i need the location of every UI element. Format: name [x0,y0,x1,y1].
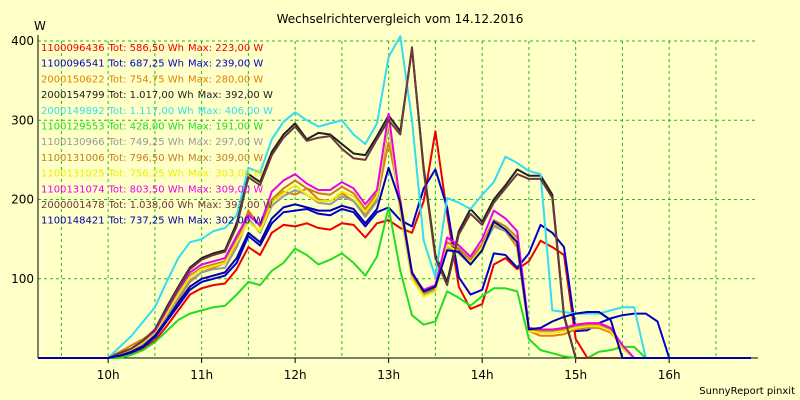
x-tick-label: 12h [284,368,307,382]
legend-total: Tot: 586,50 Wh [108,43,184,54]
legend-total: Tot: 737,25 Wh [108,216,184,227]
legend-max: Max: 191,00 W [188,122,263,133]
x-tick-labels: 10h 11h 12h 13h 14h 15h 16h [97,368,681,382]
y-tick-label: 100 [11,272,34,286]
legend-series-name: 1100131025 [41,169,105,180]
legend-total: Tot: 749,25 Wh [108,137,184,148]
legend-max: Max: 303,00 W [188,169,263,180]
legend-series-name: 1100096436 [41,43,105,54]
legend-entry: 1100131006 Tot: 796,50 Wh Max: 309,00 W [41,153,263,164]
legend-max: Max: 280,00 W [188,74,263,85]
legend-max: Max: 297,00 W [188,137,263,148]
x-tick-label: 11h [190,368,213,382]
legend-entry: 2000150622 Tot: 754,75 Wh Max: 280,00 W [41,74,263,85]
x-tick-label: 13h [377,368,400,382]
series-line-2000149892 [38,35,751,359]
chart-title: Wechselrichtervergleich vom 14.12.2016 [277,12,524,26]
legend-series-name: 2000150622 [41,74,105,85]
legend-series-name: 1100096541 [41,59,105,70]
legend-total: Tot: 1.017,00 Wh [108,90,194,101]
legend-entry: 1100129553 Tot: 428,00 Wh Max: 191,00 W [41,122,263,133]
legend-entry: 1100130966 Tot: 749,25 Wh Max: 297,00 W [41,137,263,148]
legend-series-name: 2000154799 [41,90,105,101]
legend-total: Tot: 1.117,00 Wh [108,106,194,117]
legend-max: Max: 223,00 W [188,43,263,54]
legend-entry: 1100148421 Tot: 737,25 Wh Max: 302,00 W [41,216,263,227]
legend-max: Max: 406,00 W [198,106,273,117]
legend-entry: 1100096436 Tot: 586,50 Wh Max: 223,00 W [41,43,263,54]
legend-total: Tot: 754,75 Wh [108,74,184,85]
legend-total: Tot: 803,50 Wh [108,184,184,195]
legend-entry: 1100131025 Tot: 756,25 Wh Max: 303,00 W [41,169,263,180]
legend-max: Max: 309,00 W [188,184,263,195]
legend-series-name: 2000001478 [41,200,105,211]
legend-series-name: 1100131074 [41,184,105,195]
y-tick-label: 300 [11,113,34,127]
legend-max: Max: 309,00 W [188,153,263,164]
footer-credit: SunnyReport pinxit [699,386,795,397]
legend-total: Tot: 756,25 Wh [108,169,184,180]
x-tick-label: 14h [471,368,494,382]
legend-series-name: 1100129553 [41,122,105,133]
y-tick-label: 400 [11,34,34,48]
legend: 1100096436 Tot: 586,50 Wh Max: 223,00 W110… [41,43,273,227]
legend-series-name: 1100130966 [41,137,105,148]
x-tick-label: 10h [97,368,120,382]
legend-max: Max: 239,00 W [188,59,263,70]
legend-entry: 2000149892 Tot: 1.117,00 Wh Max: 406,00 W [41,106,273,117]
y-axis-label: W [34,19,46,33]
legend-series-name: 2000149892 [41,106,105,117]
legend-series-name: 1100131006 [41,153,105,164]
series-lines [38,35,751,359]
x-tick-label: 16h [658,368,681,382]
legend-entry: 2000154799 Tot: 1.017,00 Wh Max: 392,00 W [41,90,273,101]
legend-total: Tot: 687,25 Wh [108,59,184,70]
legend-entry: 1100096541 Tot: 687,25 Wh Max: 239,00 W [41,59,263,70]
y-tick-label: 200 [11,193,34,207]
y-tick-labels: 100 200 300 400 [11,34,34,286]
legend-total: Tot: 1.038,00 Wh [108,200,194,211]
legend-max: Max: 393,00 W [198,200,273,211]
legend-max: Max: 392,00 W [198,90,273,101]
legend-entry: 2000001478 Tot: 1.038,00 Wh Max: 393,00 W [41,200,273,211]
legend-total: Tot: 428,00 Wh [108,122,184,133]
legend-entry: 1100131074 Tot: 803,50 Wh Max: 309,00 W [41,184,263,195]
series-line-1100129553 [38,206,751,359]
legend-total: Tot: 796,50 Wh [108,153,184,164]
legend-series-name: 1100148421 [41,216,105,227]
x-tick-label: 15h [564,368,587,382]
legend-max: Max: 302,00 W [188,216,263,227]
series-line-1100148421 [38,166,751,359]
